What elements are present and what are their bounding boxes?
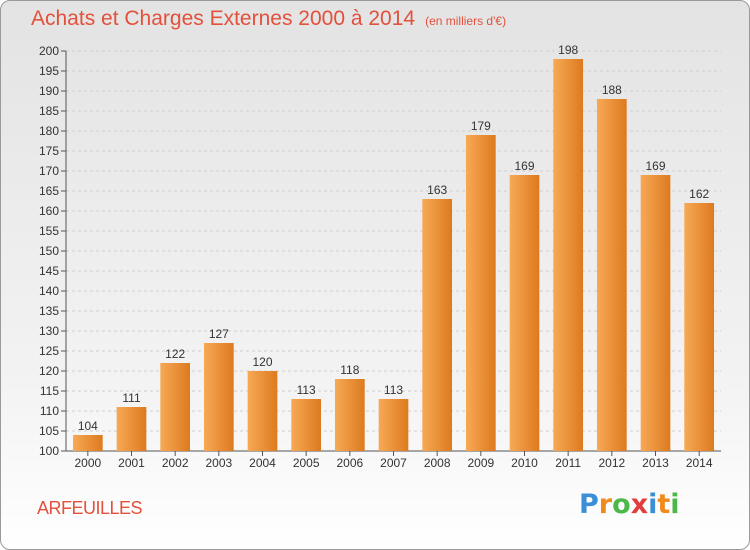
x-tick-label-2007: 2007	[380, 456, 407, 470]
y-tick-label-115: 115	[40, 384, 59, 398]
y-tick-label-175: 175	[39, 144, 59, 158]
value-label-2004: 120	[252, 355, 272, 369]
y-tick-label-140: 140	[39, 284, 59, 298]
bar-2005	[291, 399, 322, 451]
bar-2007	[378, 399, 409, 451]
y-tick-label-125: 125	[39, 344, 59, 358]
y-tick-label-130: 130	[39, 324, 59, 338]
chart-title-text: Achats et Charges Externes 2000 à 2014	[31, 7, 416, 30]
chart-title: Achats et Charges Externes 2000 à 2014 (e…	[31, 7, 506, 31]
x-tick-label-2005: 2005	[293, 456, 320, 470]
y-tick-label-105: 105	[39, 424, 59, 438]
value-label-2000: 104	[78, 419, 98, 433]
x-tick-label-2003: 2003	[205, 456, 232, 470]
y-tick-label-160: 160	[39, 204, 59, 218]
y-tick-label-190: 190	[39, 84, 59, 98]
x-tick-label-2006: 2006	[336, 456, 363, 470]
value-label-2005: 113	[297, 383, 316, 397]
value-label-2012: 188	[602, 83, 622, 97]
bar-2008	[422, 199, 453, 451]
value-label-2009: 179	[471, 119, 491, 133]
x-tick-label-2014: 2014	[686, 456, 713, 470]
value-label-2010: 169	[514, 159, 534, 173]
logo-letter: P	[579, 489, 599, 520]
y-tick-label-165: 165	[39, 184, 59, 198]
bar-2011	[553, 59, 584, 451]
bar-2002	[160, 363, 191, 451]
y-tick-label-135: 135	[39, 304, 59, 318]
logo-letter: i	[670, 489, 680, 520]
proxiti-logo: Proxiti	[579, 489, 680, 520]
x-tick-label-2012: 2012	[598, 456, 625, 470]
bar-2010	[509, 175, 540, 451]
y-tick-label-120: 120	[39, 364, 59, 378]
y-tick-label-180: 180	[39, 124, 59, 138]
value-label-2014: 162	[689, 187, 709, 201]
y-tick-label-150: 150	[39, 244, 59, 258]
x-tick-label-2009: 2009	[467, 456, 494, 470]
commune-name: ARFEUILLES	[37, 498, 143, 518]
value-label-2013: 169	[645, 159, 665, 173]
x-tick-label-2000: 2000	[74, 456, 101, 470]
bar-2009	[465, 135, 496, 451]
x-tick-label-2013: 2013	[642, 456, 669, 470]
logo-letter: o	[612, 489, 631, 520]
x-tick-label-2001: 2001	[118, 456, 145, 470]
bars	[72, 59, 715, 451]
value-label-2003: 127	[209, 327, 229, 341]
y-tick-label-200: 200	[39, 44, 59, 58]
x-tick-label-2008: 2008	[424, 456, 451, 470]
logo-letter: t	[657, 489, 671, 520]
bar-2014	[684, 203, 715, 451]
x-tick-label-2010: 2010	[511, 456, 538, 470]
value-label-2007: 113	[384, 383, 403, 397]
bar-2012	[596, 99, 627, 451]
value-label-2008: 163	[427, 183, 447, 197]
y-tick-label-110: 110	[40, 404, 59, 418]
y-tick-label-185: 185	[39, 104, 59, 118]
value-label-2002: 122	[165, 347, 185, 361]
value-label-2001: 111	[122, 391, 141, 405]
y-tick-label-155: 155	[39, 224, 59, 238]
logo-letter: r	[598, 489, 613, 520]
y-tick-label-145: 145	[39, 264, 59, 278]
bar-2004	[247, 371, 278, 451]
y-tick-label-170: 170	[39, 164, 59, 178]
value-label-2006: 118	[340, 363, 359, 377]
chart-subtitle: (en milliers d'€)	[425, 14, 507, 28]
value-label-2011: 198	[558, 43, 578, 57]
bar-2006	[334, 379, 365, 451]
bar-2001	[116, 407, 147, 451]
y-tick-label-100: 100	[39, 444, 59, 458]
logo-letter: i	[648, 489, 658, 520]
x-tick-label-2002: 2002	[162, 456, 189, 470]
bar-2000	[72, 435, 103, 451]
x-tick-label-2011: 2011	[555, 456, 581, 470]
labels: 100 105 110 115 120 125 130 135 140 145 150 155 160 1…	[39, 43, 713, 470]
logo-letter: x	[630, 489, 649, 520]
bar-2003	[203, 343, 234, 451]
y-tick-label-195: 195	[39, 64, 59, 78]
bar-2013	[640, 175, 671, 451]
x-tick-label-2004: 2004	[249, 456, 276, 470]
